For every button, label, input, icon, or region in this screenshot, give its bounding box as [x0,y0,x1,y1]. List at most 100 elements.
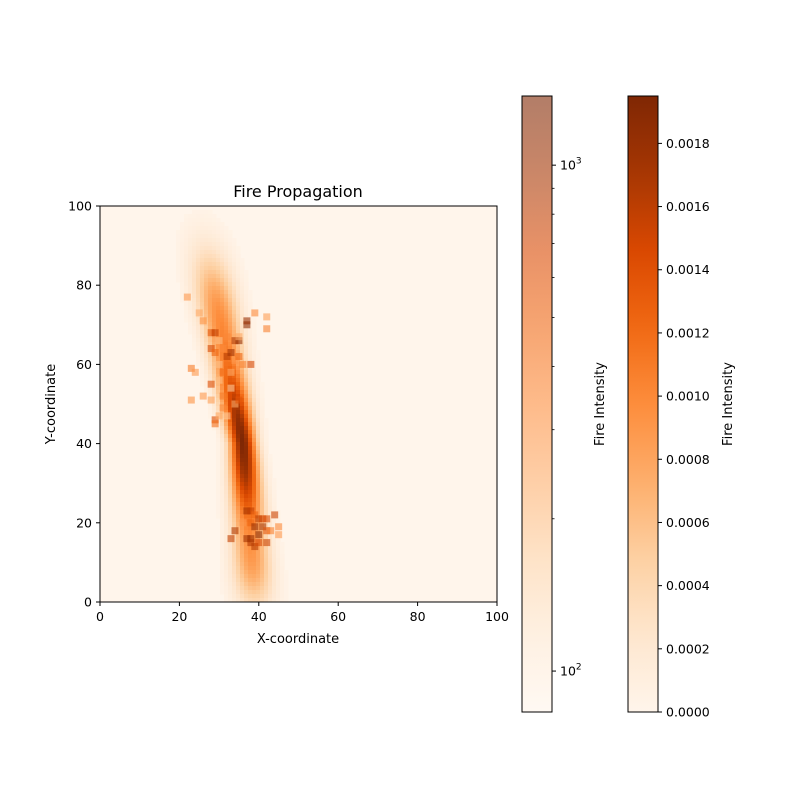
heatmap-cell [232,450,237,455]
heatmap-cell [180,286,185,291]
heatmap-cell [248,590,253,595]
heatmap-cell [244,414,249,419]
heatmap-cell [236,582,241,587]
heatmap-cell [256,490,261,495]
heatmap-cell [228,290,233,295]
heatmap-cell [236,434,241,439]
heatmap-cell [240,478,245,483]
heatmap-cell [224,470,229,475]
heatmap-cell [244,574,249,579]
heatmap-cell [252,574,257,579]
heatmap-cell [200,266,205,271]
heatmap-cell [228,298,233,303]
heatmap-cell [244,550,249,555]
heatmap-cell [252,338,257,343]
heatmap-cell [196,238,201,243]
heatmap-cell [188,290,193,295]
heatmap-cell [216,502,221,507]
heatmap-cell [200,302,205,307]
heatmap-cell [220,254,225,259]
heatmap-cell [192,306,197,311]
heatmap-cell [220,514,225,519]
heatmap-cell [228,478,233,483]
heatmap-cell [224,386,229,391]
heatmap-cell [248,454,253,459]
heatmap-cell [204,398,209,403]
heatmap-cell [176,274,181,279]
heatmap-cell [244,310,249,315]
colorbar-linear-tick-label: 0.0006 [666,515,710,530]
heatmap-cell [232,262,237,267]
heatmap-cell [272,582,277,587]
heatmap-cell [244,458,249,463]
heatmap-cell [236,418,241,423]
heatmap-cell [272,494,277,499]
heatmap-cell [212,238,217,243]
heatmap-cell [256,358,261,363]
heatmap-cell [240,434,245,439]
heatmap-cell [220,374,225,379]
scatter-point [187,396,195,404]
colorbar-linear-tick-label: 0.0018 [666,136,710,151]
heatmap-cell [212,370,217,375]
heatmap-cell [236,494,241,499]
heatmap-cell [180,230,185,235]
heatmap-cell [220,222,225,227]
heatmap-cell [208,342,213,347]
heatmap-cell [180,246,185,251]
heatmap-cell [176,242,181,247]
heatmap-cell [216,342,221,347]
heatmap-cell [224,514,229,519]
colorbar-linear-tick-label: 0.0016 [666,199,710,214]
heatmap-cell [220,530,225,535]
heatmap-cell [220,450,225,455]
heatmap-cell [276,566,281,571]
heatmap-cell [200,234,205,239]
colorbar-linear-tick-label: 0.0010 [666,389,710,404]
heatmap-cell [256,462,261,467]
scatter-point [227,384,235,392]
heatmap-cell [208,278,213,283]
heatmap-cell [204,370,209,375]
heatmap-cell [248,410,253,415]
heatmap-cell [228,490,233,495]
heatmap-cell [224,506,229,511]
heatmap-cell [232,354,237,359]
heatmap-cell [184,270,189,275]
heatmap-cell [276,582,281,587]
heatmap-cell [180,222,185,227]
heatmap-cell [200,230,205,235]
heatmap-cell [268,590,273,595]
heatmap-cell [248,310,253,315]
heatmap-cell [268,542,273,547]
heatmap-cell [188,286,193,291]
heatmap-cell [184,290,189,295]
heatmap-cell [232,558,237,563]
heatmap-cell [260,498,265,503]
heatmap-cell [208,246,213,251]
heatmap-cell [216,486,221,491]
heatmap-cell [236,522,241,527]
heatmap-cell [232,254,237,259]
heatmap-cell [204,246,209,251]
heatmap-cell [188,218,193,223]
heatmap-cell [220,382,225,387]
heatmap-cell [264,490,269,495]
heatmap-cell [268,538,273,543]
heatmap-cell [204,366,209,371]
heatmap-cell [196,274,201,279]
heatmap-cell [224,382,229,387]
heatmap-cell [228,250,233,255]
heatmap-cell [220,586,225,591]
scatter-point [247,360,255,368]
heatmap-cell [244,446,249,451]
heatmap-cell [200,362,205,367]
heatmap-cell [204,286,209,291]
heatmap-cell [264,558,269,563]
heatmap-cell [224,494,229,499]
plot-frame [99,205,498,603]
heatmap-cell [188,322,193,327]
heatmap-cell [232,478,237,483]
scatter-point [219,392,227,400]
y-axis-label: Y-coordinate [44,364,59,445]
